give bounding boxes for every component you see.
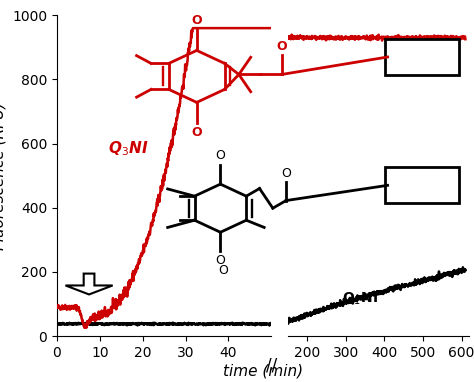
- Text: O: O: [281, 167, 291, 180]
- Text: O: O: [191, 14, 202, 27]
- Text: O: O: [216, 149, 225, 162]
- Text: time (min): time (min): [223, 363, 303, 378]
- Text: O: O: [218, 264, 228, 277]
- Text: Q$_1$NI: Q$_1$NI: [342, 290, 378, 307]
- FancyArrow shape: [65, 274, 113, 295]
- Y-axis label: Fluorescence (RFU): Fluorescence (RFU): [0, 102, 7, 250]
- Text: O: O: [216, 254, 225, 267]
- Text: O: O: [276, 40, 287, 53]
- Text: NI: NI: [412, 48, 432, 66]
- Text: //: //: [266, 356, 277, 374]
- Text: Q$_3$NI: Q$_3$NI: [109, 139, 149, 158]
- Text: O: O: [191, 126, 202, 139]
- Text: NI: NI: [412, 176, 432, 194]
